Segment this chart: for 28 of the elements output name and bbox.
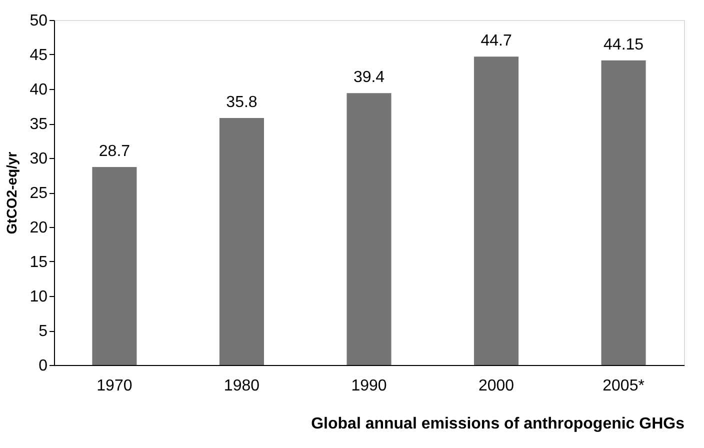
- data-label: 39.4: [353, 69, 385, 86]
- bar: [474, 56, 519, 365]
- y-tick-label: 25: [30, 185, 48, 202]
- y-tick-label: 5: [38, 323, 48, 340]
- x-axis-title: Global annual emissions of anthropogenic GHGs: [311, 416, 685, 432]
- y-tick-label: 30: [30, 150, 48, 168]
- y-tick-label: 10: [30, 288, 48, 306]
- y-axis-title: GtCO2-eq/yr: [4, 151, 20, 234]
- y-tick-label: 50: [30, 12, 48, 30]
- bar: [346, 93, 392, 365]
- data-label: 35.8: [226, 94, 258, 111]
- data-label: 28.7: [98, 142, 130, 160]
- x-tick-label: 1980: [224, 378, 260, 394]
- bar: [219, 118, 264, 365]
- data-label: 44.7: [480, 32, 512, 50]
- x-tick-label: 1970: [96, 378, 132, 394]
- y-tick-label: 40: [30, 82, 48, 98]
- y-tick-label: 45: [30, 47, 48, 64]
- x-tick-label: 2005*: [602, 378, 644, 394]
- x-tick-label: 2000: [478, 378, 514, 394]
- x-tick-label: 1990: [351, 378, 387, 394]
- bar: [92, 166, 137, 365]
- y-tick-label: 20: [30, 220, 48, 236]
- data-label: 44.15: [604, 36, 644, 54]
- y-tick-label: 0: [38, 358, 48, 374]
- y-tick-label: 35: [30, 116, 48, 133]
- y-tick-label: 15: [30, 254, 48, 271]
- bar: [601, 60, 646, 365]
